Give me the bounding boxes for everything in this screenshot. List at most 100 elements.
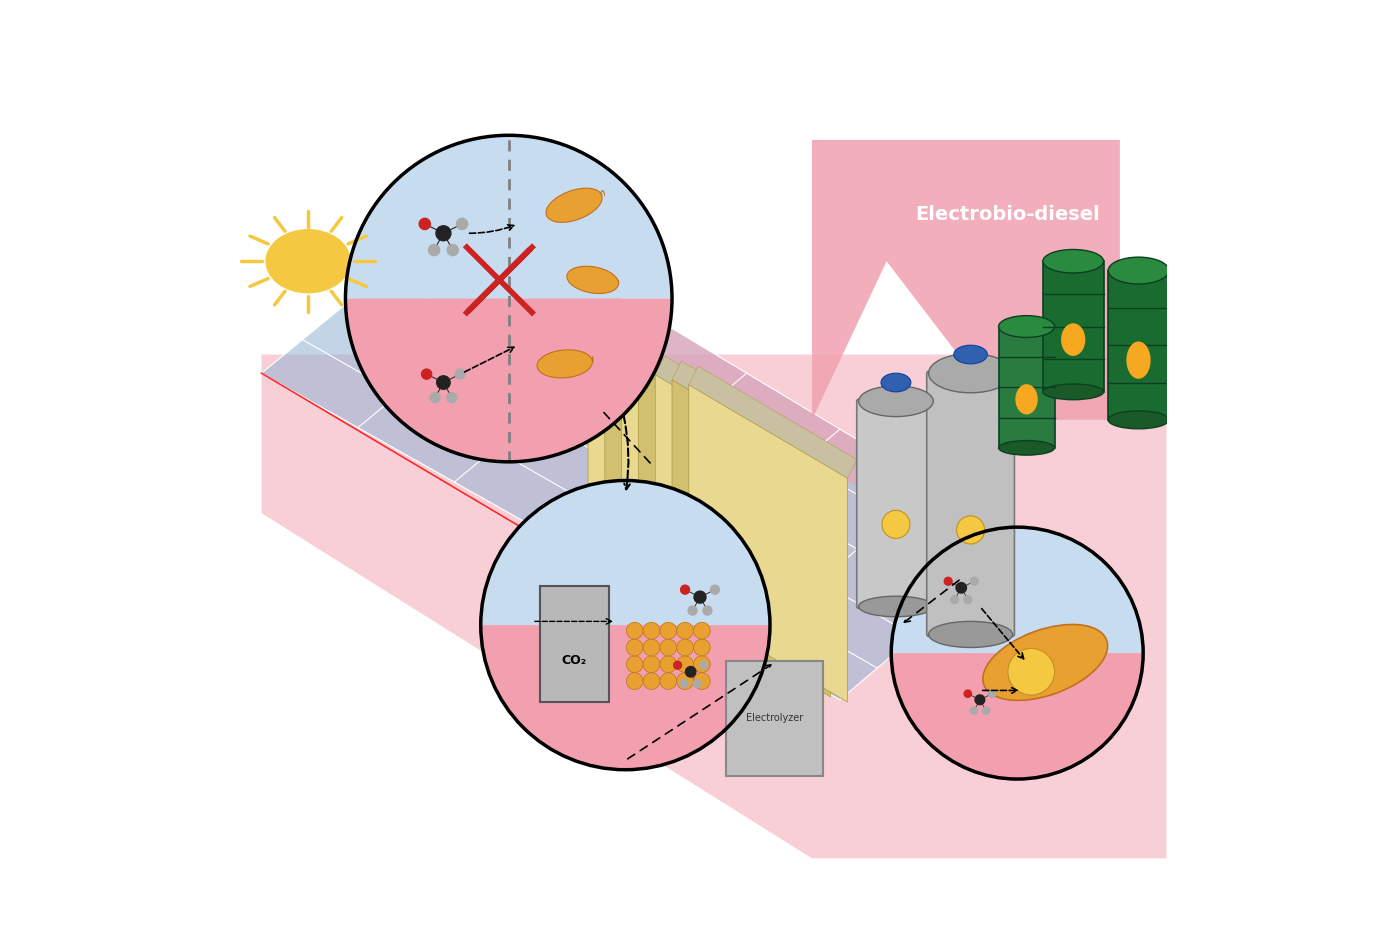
- Circle shape: [676, 622, 693, 639]
- Ellipse shape: [998, 315, 1054, 338]
- Circle shape: [687, 606, 697, 615]
- Circle shape: [676, 639, 693, 656]
- Circle shape: [694, 592, 706, 603]
- Circle shape: [951, 595, 959, 604]
- Circle shape: [626, 656, 643, 673]
- Wedge shape: [346, 135, 672, 299]
- FancyBboxPatch shape: [998, 327, 1054, 448]
- Circle shape: [703, 606, 713, 615]
- Circle shape: [676, 673, 693, 689]
- Circle shape: [673, 661, 682, 669]
- Circle shape: [965, 690, 972, 697]
- Circle shape: [970, 707, 977, 715]
- Circle shape: [693, 656, 710, 673]
- Polygon shape: [588, 336, 756, 448]
- Ellipse shape: [266, 230, 350, 293]
- Circle shape: [428, 244, 440, 256]
- Circle shape: [447, 244, 458, 256]
- FancyBboxPatch shape: [727, 661, 823, 776]
- Circle shape: [659, 673, 676, 689]
- Circle shape: [421, 369, 431, 379]
- Ellipse shape: [1109, 411, 1169, 429]
- Ellipse shape: [1061, 324, 1085, 355]
- Ellipse shape: [1043, 384, 1103, 399]
- Ellipse shape: [953, 345, 987, 364]
- Wedge shape: [892, 653, 1144, 779]
- Circle shape: [988, 690, 995, 697]
- Circle shape: [693, 622, 710, 639]
- Ellipse shape: [858, 489, 934, 519]
- Text: CO₂: CO₂: [561, 654, 587, 667]
- Ellipse shape: [538, 350, 592, 378]
- Circle shape: [430, 393, 440, 403]
- FancyBboxPatch shape: [857, 399, 935, 608]
- FancyBboxPatch shape: [1043, 261, 1103, 392]
- Text: Electrolyzer: Electrolyzer: [746, 714, 804, 723]
- Circle shape: [974, 695, 984, 704]
- Ellipse shape: [928, 354, 1012, 393]
- Ellipse shape: [546, 188, 602, 222]
- Circle shape: [419, 218, 430, 230]
- Circle shape: [447, 393, 456, 403]
- Polygon shape: [605, 341, 773, 453]
- Ellipse shape: [1043, 249, 1103, 273]
- Polygon shape: [605, 359, 763, 676]
- Polygon shape: [689, 384, 847, 702]
- Circle shape: [643, 639, 659, 656]
- Circle shape: [970, 578, 979, 585]
- Ellipse shape: [1127, 341, 1151, 379]
- Circle shape: [680, 585, 690, 594]
- Ellipse shape: [881, 373, 911, 392]
- FancyBboxPatch shape: [1109, 271, 1169, 420]
- Circle shape: [456, 218, 468, 230]
- Circle shape: [882, 510, 910, 538]
- Polygon shape: [812, 140, 1120, 420]
- Circle shape: [626, 622, 643, 639]
- Circle shape: [693, 679, 701, 688]
- Wedge shape: [346, 299, 672, 462]
- Circle shape: [626, 673, 643, 689]
- Circle shape: [956, 582, 966, 593]
- Polygon shape: [262, 205, 1026, 700]
- Ellipse shape: [928, 621, 1012, 648]
- Circle shape: [659, 639, 676, 656]
- Circle shape: [963, 595, 972, 604]
- Circle shape: [956, 516, 984, 544]
- Polygon shape: [638, 351, 806, 463]
- FancyBboxPatch shape: [927, 371, 1015, 636]
- Circle shape: [626, 639, 643, 656]
- Ellipse shape: [998, 440, 1054, 455]
- FancyBboxPatch shape: [539, 586, 609, 702]
- Ellipse shape: [567, 266, 619, 294]
- Polygon shape: [622, 346, 790, 458]
- Circle shape: [437, 376, 451, 389]
- Polygon shape: [262, 355, 1166, 858]
- Polygon shape: [655, 375, 813, 692]
- Circle shape: [983, 707, 990, 715]
- Circle shape: [659, 622, 676, 639]
- Circle shape: [480, 480, 770, 770]
- Ellipse shape: [858, 596, 934, 617]
- Polygon shape: [655, 356, 823, 468]
- Polygon shape: [689, 366, 857, 478]
- Circle shape: [686, 666, 696, 677]
- Circle shape: [435, 226, 451, 241]
- Ellipse shape: [858, 386, 934, 416]
- Ellipse shape: [928, 484, 1012, 523]
- Polygon shape: [638, 369, 797, 687]
- Wedge shape: [480, 625, 770, 770]
- Circle shape: [710, 585, 720, 594]
- Ellipse shape: [1109, 258, 1169, 284]
- Circle shape: [944, 578, 952, 585]
- Circle shape: [693, 673, 710, 689]
- Circle shape: [1008, 648, 1054, 695]
- Circle shape: [680, 679, 687, 688]
- Circle shape: [643, 622, 659, 639]
- Polygon shape: [672, 361, 840, 473]
- Circle shape: [700, 661, 707, 669]
- Polygon shape: [672, 380, 830, 697]
- Polygon shape: [588, 355, 746, 672]
- Circle shape: [693, 639, 710, 656]
- Ellipse shape: [983, 624, 1107, 701]
- Circle shape: [643, 673, 659, 689]
